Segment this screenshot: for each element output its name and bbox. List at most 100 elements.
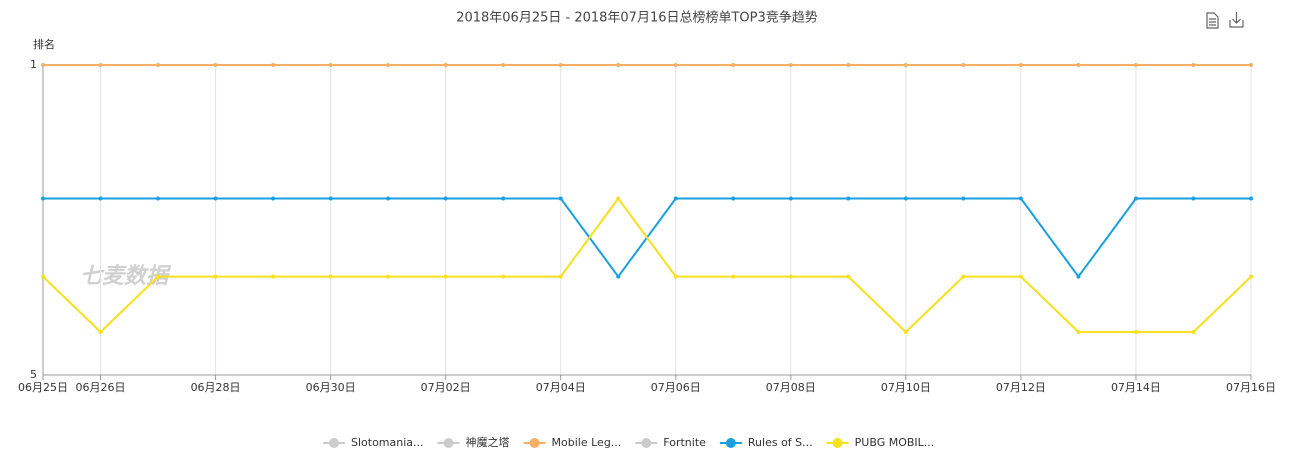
data-point: [328, 63, 333, 67]
data-point: [1076, 274, 1081, 279]
x-tick-label: 06月30日: [306, 381, 356, 394]
data-point: [788, 63, 793, 67]
data-point: [846, 63, 851, 67]
data-point: [443, 274, 448, 279]
data-point: [558, 63, 563, 67]
data-point: [846, 196, 851, 201]
data-point: [731, 274, 736, 279]
data-point: [903, 330, 908, 335]
legend-label: Mobile Leg...: [552, 436, 622, 449]
x-tick-label: 06月26日: [76, 381, 126, 394]
data-point: [271, 274, 276, 279]
data-point: [386, 196, 391, 201]
data-point: [558, 196, 563, 201]
data-point: [501, 196, 506, 201]
data-point: [788, 274, 793, 279]
data-point: [1191, 196, 1196, 201]
data-point: [673, 63, 678, 67]
chart-title: 2018年06月25日 - 2018年07月16日总榜榜单TOP3竞争趋势: [456, 10, 818, 26]
legend-dot: [832, 438, 843, 448]
data-point: [1018, 63, 1023, 67]
series-line: [42, 196, 1252, 334]
data-point: [98, 330, 103, 335]
data-point: [156, 63, 161, 67]
data-point: [41, 274, 45, 279]
data-point: [328, 196, 333, 201]
x-tick-label: 07月08日: [766, 381, 816, 394]
export-icon[interactable]: [1206, 12, 1219, 29]
data-point: [443, 196, 448, 201]
legend-item[interactable]: Slotomania...: [323, 436, 424, 449]
legend-item[interactable]: Fortnite: [635, 436, 706, 449]
data-point: [156, 274, 161, 279]
x-tick-label: 07月02日: [421, 381, 471, 394]
x-tick-label: 07月06日: [651, 381, 701, 394]
data-point: [731, 63, 736, 67]
data-point: [1133, 330, 1138, 335]
data-point: [1076, 63, 1081, 67]
legend-item[interactable]: PUBG MOBIL...: [826, 436, 935, 449]
x-tick-label: 07月12日: [996, 381, 1046, 394]
data-point: [1249, 63, 1253, 67]
data-point: [328, 274, 333, 279]
data-point: [156, 196, 161, 201]
data-point: [616, 63, 621, 67]
data-point: [98, 196, 103, 201]
data-point: [1018, 196, 1023, 201]
x-tick-label: 06月28日: [191, 381, 241, 394]
data-point: [1191, 330, 1196, 335]
data-point: [1249, 196, 1253, 201]
data-point: [213, 274, 218, 279]
data-point: [903, 63, 908, 67]
data-point: [501, 274, 506, 279]
x-tick-label: 07月10日: [881, 381, 931, 394]
data-point: [558, 274, 563, 279]
legend-dot: [529, 438, 540, 448]
x-tick-label: 07月04日: [536, 381, 586, 394]
data-point: [673, 196, 678, 201]
y-tick-label: 1: [30, 58, 37, 71]
data-point: [616, 274, 621, 279]
data-point: [386, 63, 391, 67]
legend-item[interactable]: Rules of S...: [719, 436, 813, 449]
x-tick-label: 06月25日: [18, 381, 68, 394]
data-point: [1018, 274, 1023, 279]
legend-label: Slotomania...: [351, 436, 424, 449]
legend-label: Rules of S...: [748, 436, 813, 449]
y-axis-label: 排名: [33, 37, 55, 51]
data-point: [1133, 196, 1138, 201]
legend-label: PUBG MOBIL...: [855, 436, 935, 449]
data-point: [961, 63, 966, 67]
legend-item[interactable]: 神魔之塔: [437, 435, 510, 449]
data-point: [846, 274, 851, 279]
data-point: [443, 63, 448, 67]
data-point: [386, 274, 391, 279]
legend-item[interactable]: Mobile Leg...: [523, 436, 622, 449]
legend-dot: [329, 438, 339, 448]
data-point: [961, 274, 966, 279]
legend-dot: [641, 438, 652, 448]
data-point: [213, 63, 218, 67]
y-tick-label: 5: [30, 368, 37, 381]
data-point: [1249, 274, 1253, 279]
data-point: [961, 196, 966, 201]
data-point: [271, 196, 276, 201]
data-point: [616, 196, 621, 201]
legend-label: 神魔之塔: [466, 435, 510, 449]
legend-dot: [443, 438, 454, 448]
data-point: [41, 63, 45, 67]
x-tick-label: 07月14日: [1111, 381, 1161, 394]
legend: Slotomania... 神魔之塔 Mobile Leg... Fortnite Ru…: [323, 435, 934, 449]
download-icon[interactable]: [1229, 12, 1244, 28]
data-point: [1133, 63, 1138, 67]
legend-label: Fortnite: [663, 436, 706, 449]
data-point: [271, 63, 276, 67]
data-point: [673, 274, 678, 279]
data-point: [98, 63, 103, 67]
data-point: [1191, 63, 1196, 67]
data-point: [788, 196, 793, 201]
legend-dot: [725, 438, 736, 448]
data-point: [41, 196, 45, 201]
data-point: [213, 196, 218, 201]
